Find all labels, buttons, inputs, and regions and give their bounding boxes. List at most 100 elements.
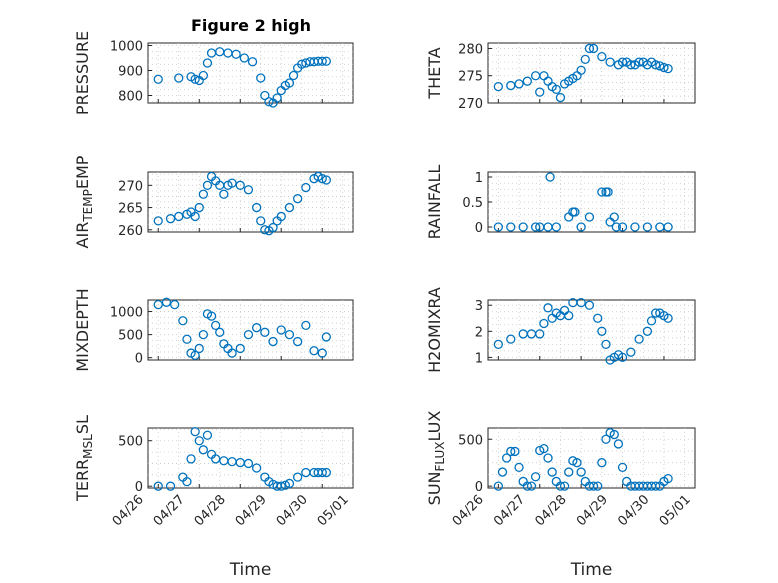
data-point [651,308,661,318]
y-axis-label: TERRMSLSL [73,415,95,502]
data-point [593,481,603,491]
y-tick-label: 1000 [110,306,143,321]
data-point [530,472,541,482]
data-point [317,348,327,358]
data-point [514,462,524,473]
data-point [655,61,665,71]
data-point [597,326,607,336]
data-point [251,463,262,473]
data-point [288,70,299,81]
data-point [165,214,176,224]
data-point [227,348,237,358]
data-point [301,320,311,331]
data-point [555,481,566,491]
data-point [584,300,595,310]
y-tick-label: 275 [458,70,483,85]
data-point [169,299,180,310]
y-axis-label-part: EMP [73,155,92,189]
data-point [198,329,209,340]
data-point [580,54,590,65]
data-point [153,299,163,310]
y-axis-label-part: H2OMIXRA [425,287,444,373]
data-point [227,178,237,188]
data-point [601,434,611,444]
data-point [584,212,595,222]
x-tick-label: 04/30 [274,492,311,529]
x-axis-label: Time [229,560,272,580]
data-point [284,78,295,88]
data-point [243,329,254,340]
data-point [198,189,209,199]
data-point [522,76,532,86]
y-axis-label: H2OMIXRA [425,287,444,373]
subplot-1: 800 900 1000 PRESSURE [73,31,354,115]
data-point [617,352,628,363]
data-point [276,325,286,335]
data-point [510,446,520,457]
data-point [272,93,282,103]
data-point [506,446,516,457]
y-tick-label: 0 [475,480,483,495]
data-point [501,453,512,463]
data-point [247,57,258,67]
data-point [551,84,561,95]
data-point [564,311,574,321]
data-point [321,56,332,66]
data-point [493,222,504,232]
data-point [506,222,516,232]
x-tick-label: 04/28 [192,492,229,529]
data-point [215,327,225,337]
data-point [194,436,204,446]
y-axis-label-part: RAINFALL [425,165,444,240]
data-point [182,476,192,487]
data-point [256,216,266,226]
y-tick-label: 900 [118,65,143,80]
data-point [186,454,196,464]
data-point [526,481,537,491]
data-point [493,481,504,491]
y-tick-label: 500 [118,435,143,450]
data-point [576,297,586,308]
data-point [518,222,528,232]
data-point [522,481,532,491]
data-point [206,311,217,321]
data-point [292,336,303,347]
data-point [321,467,332,478]
y-tick-label: 3 [475,299,483,314]
data-point [284,202,295,213]
data-point [642,222,653,232]
axes-frame [147,42,354,104]
y-axis-label: SUNFLUXLUX [425,411,447,506]
data-point [256,73,266,83]
data-point [651,60,661,70]
subplot-2: 270 275 280 THETA [425,42,696,112]
data-point [264,97,274,107]
subplot-6: 1 2 3 H2OMIXRA [425,287,696,373]
data-point [576,467,586,477]
data-point [243,185,254,195]
x-tick-label: 04/30 [615,492,652,529]
data-point [601,339,611,349]
y-tick-label: 2 [475,325,483,340]
subplot-8: 0 500 04/26 04/27 04/28 04/29 04/30 05/01 Time SU… [425,411,696,580]
data-point [317,174,327,184]
y-tick-label: 0 [135,480,143,495]
y-tick-label: 1 [475,351,483,366]
data-point [182,334,192,344]
data-point [276,211,286,222]
data-point [659,62,669,73]
y-tick-label: 800 [118,90,143,105]
data-point [268,222,278,233]
data-point [268,336,278,347]
data-point [572,458,582,468]
data-point [535,329,545,339]
data-point [194,343,204,354]
axes-frame [147,427,354,489]
data-point [564,467,574,477]
data-point [543,303,553,313]
data-point [497,467,508,477]
x-tick-label: 05/01 [315,492,352,529]
data-point [609,212,619,222]
y-axis-label: PRESSURE [73,31,92,115]
